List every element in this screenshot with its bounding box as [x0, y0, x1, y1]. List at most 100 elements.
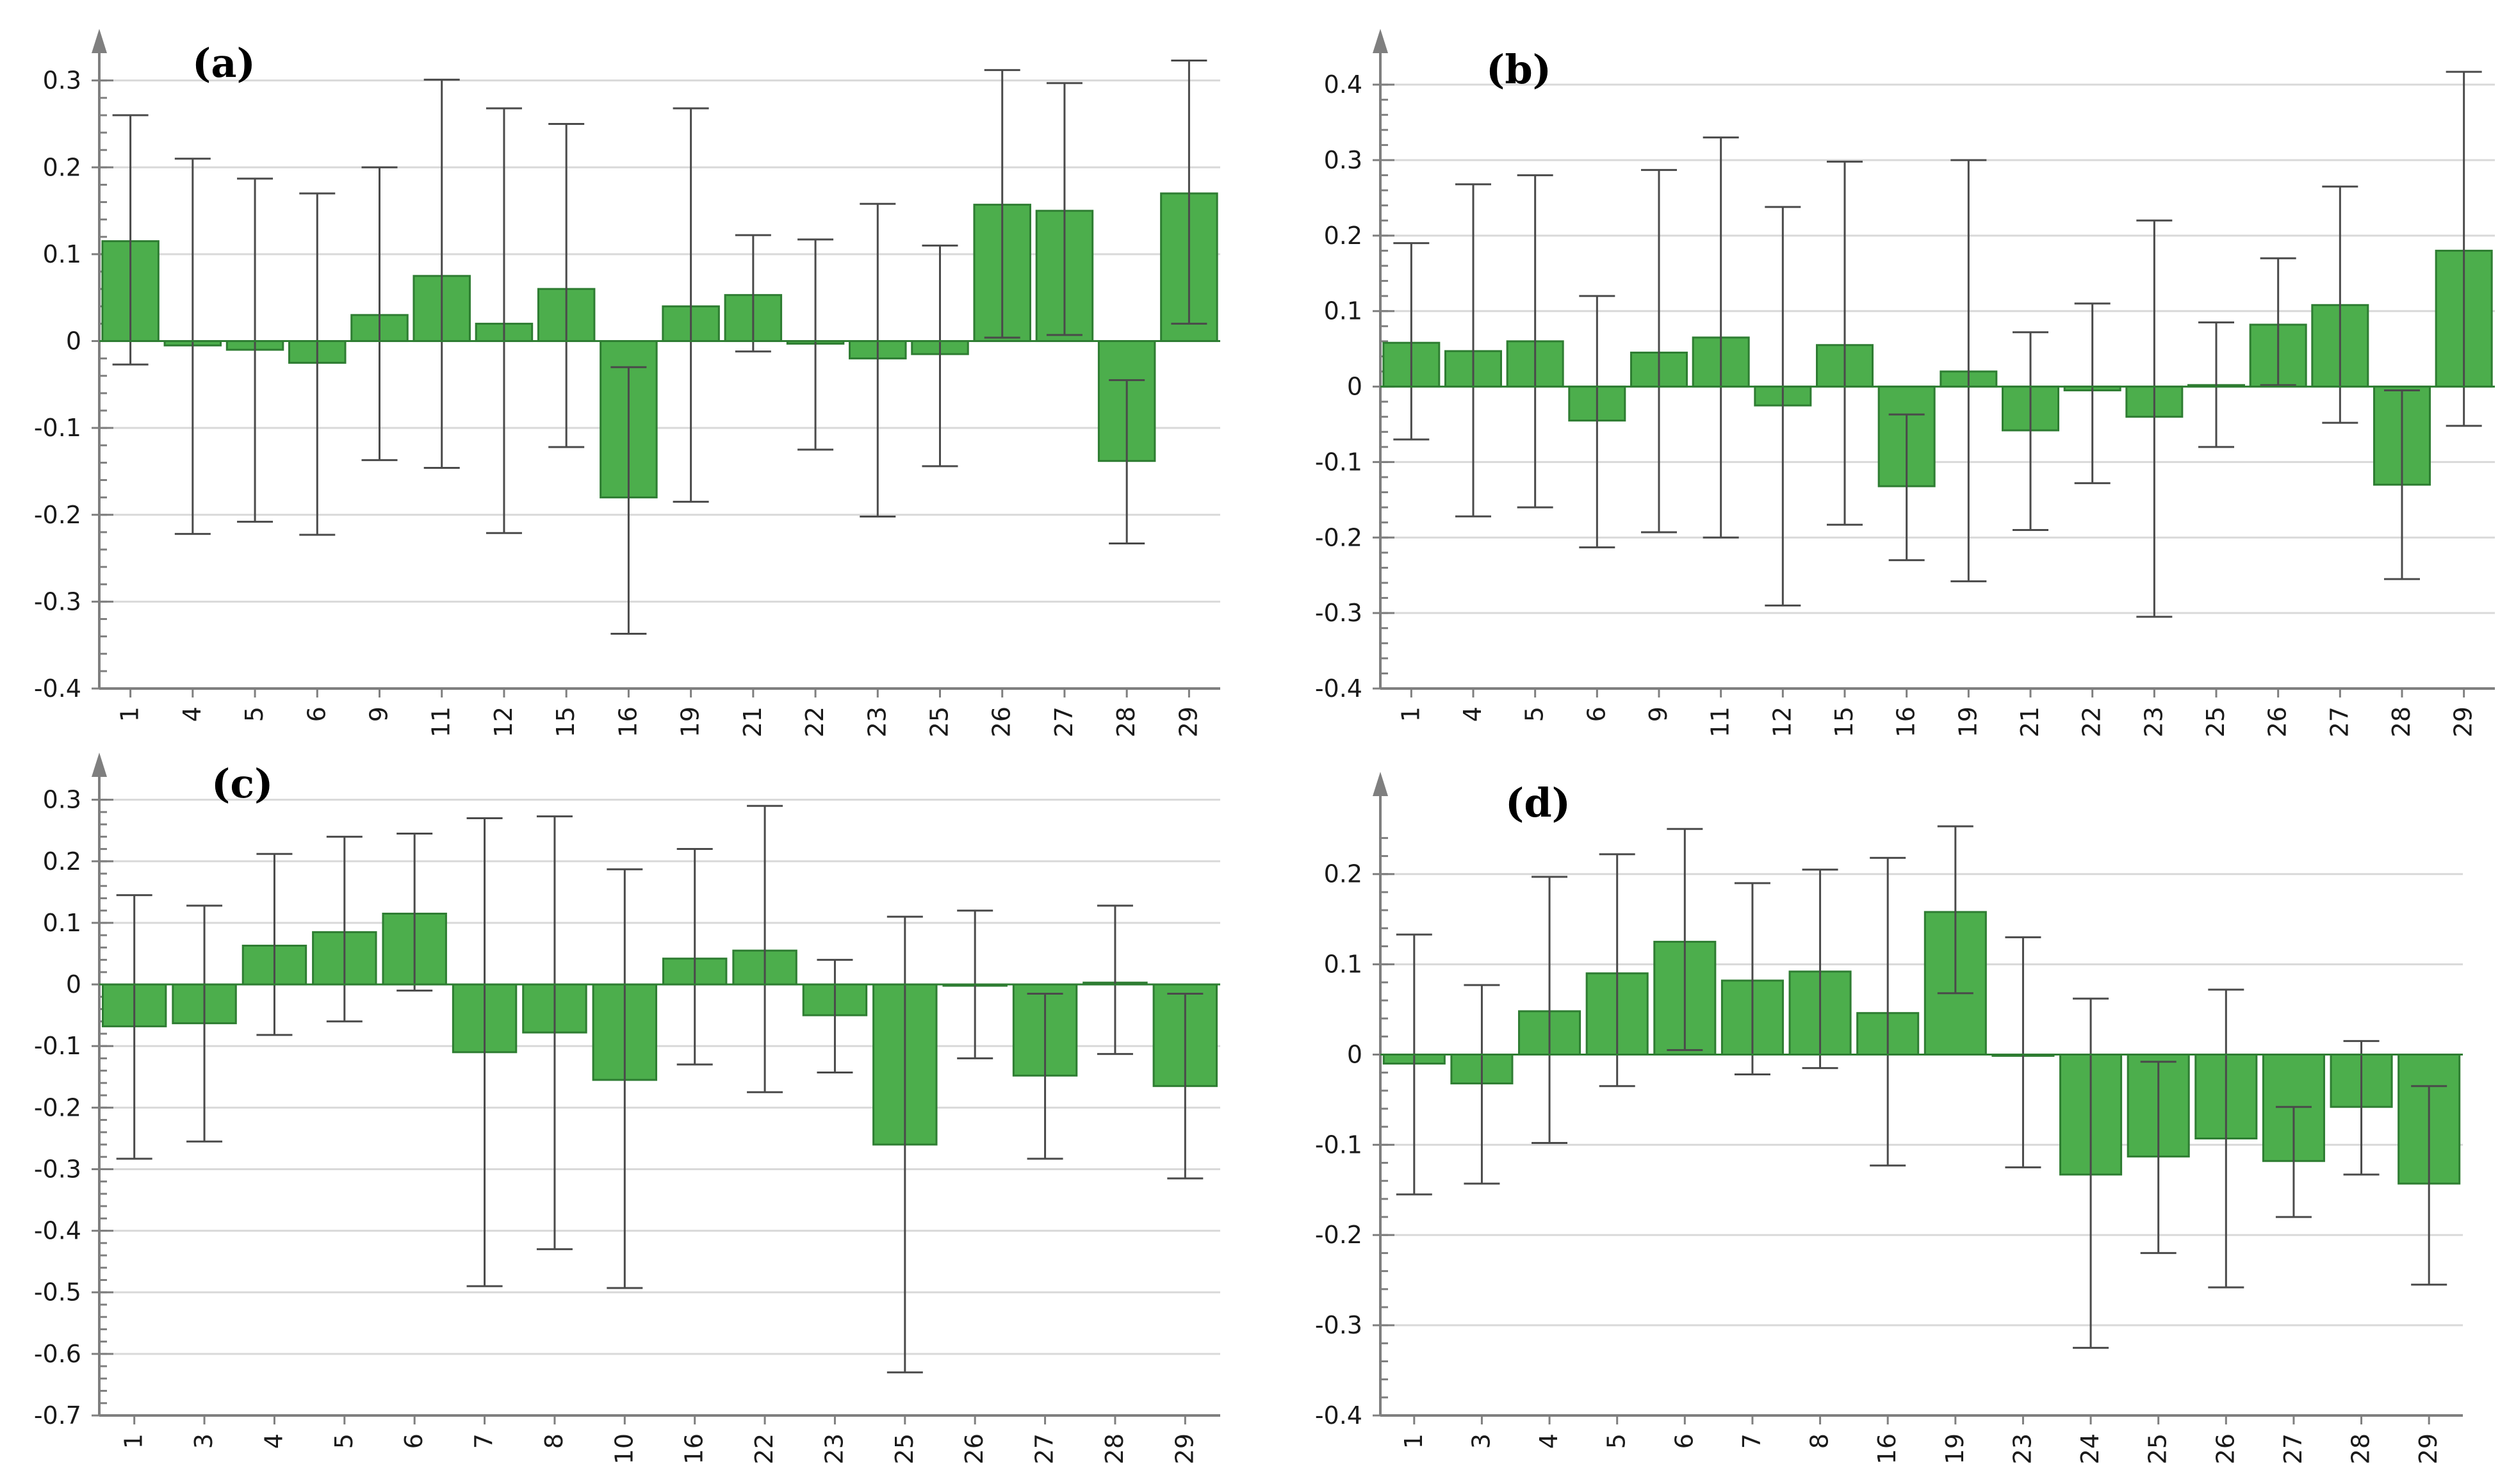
- y-tick-label: -0.4: [1315, 674, 1362, 703]
- x-tick-label: 16: [1892, 706, 1920, 737]
- x-tick-label: 4: [1458, 706, 1487, 722]
- x-tick-label: 19: [1954, 706, 1982, 737]
- x-tick-label: 21: [739, 706, 767, 737]
- chart-panel-c: -0.7 -0.6 -0.5 -0.4 -0.3 -0.2 -0.1 0 0.1 0.2 0.3 1 3…: [34, 753, 1220, 1464]
- x-tick-label: 8: [540, 1433, 568, 1449]
- x-tick-label: 21: [2016, 706, 2044, 737]
- x-tick-label: 25: [2202, 706, 2230, 737]
- y-tick-label: -0.2: [34, 501, 81, 529]
- x-tick-label: 15: [1830, 706, 1858, 737]
- x-tick-label: 26: [2264, 706, 2292, 737]
- y-tick-label: 0.3: [43, 67, 81, 95]
- x-tick-label: 12: [489, 706, 518, 737]
- x-tick-label: 6: [1582, 706, 1610, 722]
- x-tick-label: 16: [680, 1433, 708, 1464]
- x-tick-label: 3: [190, 1433, 218, 1449]
- x-tick-label: 29: [2414, 1433, 2442, 1464]
- x-tick-label: 5: [240, 706, 268, 722]
- y-tick-label: -0.3: [34, 587, 81, 616]
- y-tick-label: 0.3: [1324, 146, 1362, 174]
- y-axis-arrow-icon: [1373, 29, 1388, 53]
- x-tick-label: 28: [1112, 706, 1140, 737]
- x-tick-label: 9: [1644, 706, 1672, 722]
- x-tick-label: 27: [1031, 1433, 1059, 1464]
- y-tick-label: -0.4: [34, 674, 81, 703]
- x-tick-label: 16: [1873, 1433, 1901, 1464]
- y-tick-label: 0.1: [1324, 950, 1362, 979]
- y-tick-label: 0.2: [1324, 860, 1362, 888]
- x-tick-label: 28: [2347, 1433, 2375, 1464]
- y-tick-label: -0.3: [1315, 1311, 1362, 1339]
- y-tick-label: -0.2: [34, 1093, 81, 1121]
- x-tick-label: 5: [330, 1433, 358, 1449]
- x-tick-label: 6: [302, 706, 331, 722]
- x-tick-label: 5: [1521, 706, 1549, 722]
- x-tick-label: 23: [820, 1433, 848, 1464]
- y-tick-label: -0.4: [34, 1217, 81, 1245]
- y-tick-label: 0: [66, 327, 81, 355]
- x-tick-label: 22: [750, 1433, 778, 1464]
- x-tick-label: 11: [427, 706, 455, 737]
- x-tick-label: 15: [551, 706, 580, 737]
- y-tick-label: -0.4: [1315, 1401, 1362, 1430]
- x-tick-label: 29: [1170, 1433, 1198, 1464]
- panel-title: (b): [1486, 46, 1551, 93]
- y-tick-label: -0.6: [34, 1340, 81, 1368]
- chart-panel-a: -0.4 -0.3 -0.2 -0.1 0 0.1 0.2 0.3 1 4 5 6 9 11 12 15 16 1…: [34, 29, 1220, 737]
- y-tick-label: -0.1: [34, 414, 81, 442]
- y-tick-label: -0.7: [34, 1401, 81, 1430]
- x-tick-label: 27: [2279, 1433, 2307, 1464]
- y-tick-label: -0.1: [1315, 1130, 1362, 1159]
- y-axis-arrow-icon: [1373, 772, 1388, 796]
- x-tick-label: 12: [1768, 706, 1796, 737]
- y-tick-label: 0.2: [43, 847, 81, 876]
- x-tick-label: 26: [960, 1433, 988, 1464]
- x-tick-label: 27: [1050, 706, 1078, 737]
- x-tick-label: 5: [1603, 1433, 1631, 1449]
- x-tick-label: 7: [470, 1433, 498, 1449]
- y-tick-label: -0.2: [1315, 1221, 1362, 1249]
- y-tick-label: -0.1: [1315, 448, 1362, 476]
- x-tick-label: 29: [1174, 706, 1202, 737]
- y-tick-label: -0.1: [34, 1032, 81, 1060]
- y-tick-label: 0: [1347, 373, 1362, 401]
- x-tick-label: 26: [988, 706, 1016, 737]
- x-tick-label: 7: [1738, 1433, 1766, 1449]
- y-tick-label: 0.2: [43, 153, 81, 181]
- x-tick-label: 25: [2144, 1433, 2172, 1464]
- y-tick-label: 0.4: [1324, 70, 1362, 99]
- x-tick-label: 29: [2449, 706, 2478, 737]
- x-tick-label: 19: [1941, 1433, 1969, 1464]
- x-tick-label: 4: [1535, 1433, 1563, 1449]
- x-tick-label: 9: [365, 706, 393, 722]
- x-tick-label: 4: [178, 706, 206, 722]
- y-tick-label: 0.2: [1324, 222, 1362, 250]
- x-tick-label: 1: [116, 706, 144, 722]
- x-tick-label: 23: [2139, 706, 2168, 737]
- x-tick-label: 22: [801, 706, 829, 737]
- x-tick-label: 26: [2211, 1433, 2239, 1464]
- y-tick-label: -0.3: [34, 1155, 81, 1183]
- x-tick-label: 25: [926, 706, 954, 737]
- y-axis-arrow-icon: [92, 753, 107, 777]
- y-axis-arrow-icon: [92, 29, 107, 53]
- y-tick-label: -0.2: [1315, 523, 1362, 551]
- chart-panel-d: -0.4 -0.3 -0.2 -0.1 0 0.1 0.2 1 3 4 5 6 7 8 16 19 23 24 25…: [1315, 772, 2463, 1464]
- x-tick-label: 11: [1706, 706, 1735, 737]
- y-tick-label: -0.5: [34, 1278, 81, 1307]
- y-tick-label: 0.1: [43, 909, 81, 937]
- x-tick-label: 27: [2325, 706, 2353, 737]
- x-tick-label: 8: [1806, 1433, 1834, 1449]
- x-tick-label: 1: [1396, 706, 1425, 722]
- y-tick-label: 0.1: [1324, 297, 1362, 325]
- x-tick-label: 28: [2387, 706, 2415, 737]
- x-tick-label: 22: [2078, 706, 2106, 737]
- x-tick-label: 3: [1467, 1433, 1495, 1449]
- x-tick-label: 1: [120, 1433, 148, 1449]
- panel-title: (a): [192, 40, 256, 86]
- y-tick-label: -0.3: [1315, 599, 1362, 627]
- x-tick-label: 23: [2008, 1433, 2036, 1464]
- y-tick-label: 0.3: [43, 786, 81, 814]
- panel-title: (c): [211, 760, 273, 807]
